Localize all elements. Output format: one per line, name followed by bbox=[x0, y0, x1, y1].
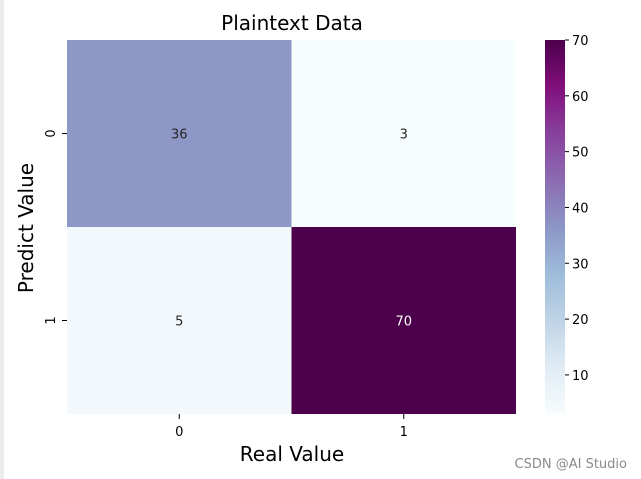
heatmap-cell bbox=[67, 40, 292, 227]
chart-title: Plaintext Data bbox=[221, 11, 363, 35]
colorbar bbox=[545, 40, 565, 414]
colorbar-tick-label: 10 bbox=[572, 369, 589, 384]
window-edge bbox=[0, 0, 4, 479]
colorbar-tick-label: 50 bbox=[572, 146, 589, 161]
heatmap-cell bbox=[291, 227, 516, 414]
y-tick-label: 1 bbox=[44, 316, 59, 324]
colorbar-tick-label: 30 bbox=[572, 257, 589, 272]
heatmap-cell bbox=[67, 227, 292, 414]
colorbar-ticks: 10 20 30 40 50 60 70 bbox=[565, 34, 589, 384]
colorbar-tick-label: 40 bbox=[572, 201, 589, 216]
colorbar-tick-label: 70 bbox=[572, 34, 589, 49]
watermark: CSDN @AI Studio bbox=[514, 457, 627, 472]
colorbar-tick-label: 20 bbox=[572, 313, 589, 328]
x-tick-label: 0 bbox=[175, 425, 183, 440]
colorbar-tick-label: 60 bbox=[572, 90, 589, 105]
x-tick-label: 1 bbox=[400, 425, 408, 440]
cell-value-label: 36 bbox=[171, 128, 188, 143]
y-tick-label: 0 bbox=[44, 129, 59, 137]
y-axis-label: Predict Value bbox=[14, 163, 38, 293]
cell-value-label: 70 bbox=[395, 315, 412, 330]
y-axis-ticks: 01 bbox=[44, 129, 67, 325]
x-axis-label: Real Value bbox=[240, 442, 344, 466]
cell-value-label: 5 bbox=[175, 315, 183, 330]
heatmap-cells: 36 3 5 70 bbox=[67, 40, 516, 414]
heatmap-cell bbox=[291, 40, 516, 227]
cell-value-label: 3 bbox=[400, 128, 408, 143]
